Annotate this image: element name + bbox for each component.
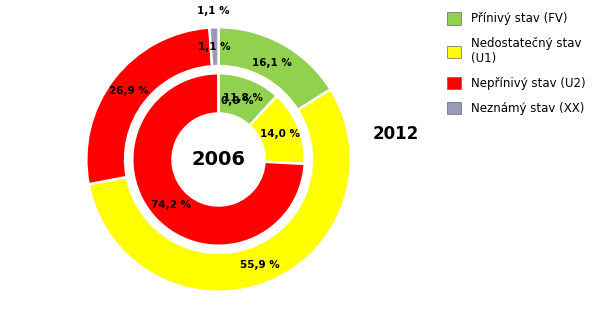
Wedge shape — [209, 27, 219, 66]
Text: 0,0 %: 0,0 % — [220, 96, 253, 106]
Wedge shape — [132, 73, 305, 246]
Text: 1,1 %: 1,1 % — [198, 42, 231, 52]
Wedge shape — [86, 27, 212, 184]
Text: 2006: 2006 — [192, 150, 246, 169]
Legend: Přínivý stav (FV), Nedostatečný stav
(U1), Nepřínivý stav (U2), Neznámý stav (XX: Přínivý stav (FV), Nedostatečný stav (U1… — [443, 8, 590, 120]
Text: 26,9 %: 26,9 % — [109, 85, 149, 96]
Text: 1,1 %: 1,1 % — [197, 6, 230, 16]
Text: 16,1 %: 16,1 % — [252, 58, 292, 68]
Text: 2012: 2012 — [372, 125, 419, 143]
Text: 11,8 %: 11,8 % — [223, 93, 262, 103]
Text: 14,0 %: 14,0 % — [260, 130, 300, 139]
Wedge shape — [89, 89, 351, 292]
Wedge shape — [219, 73, 277, 126]
Wedge shape — [219, 27, 331, 110]
Wedge shape — [249, 96, 305, 164]
Text: 74,2 %: 74,2 % — [151, 200, 191, 210]
Text: 55,9 %: 55,9 % — [240, 260, 280, 270]
